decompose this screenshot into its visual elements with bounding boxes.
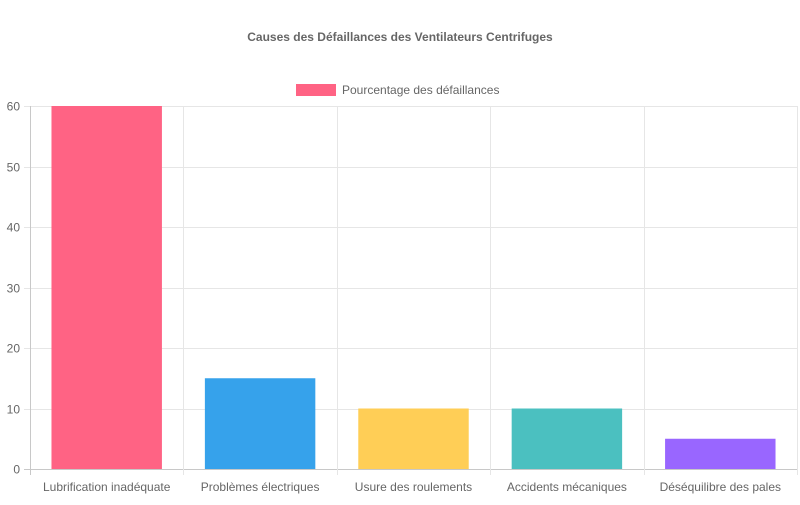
y-tick-label: 50 <box>7 161 21 175</box>
bar[interactable] <box>204 378 316 469</box>
legend-swatch <box>296 84 336 96</box>
y-tick-label: 40 <box>7 221 21 235</box>
bar[interactable] <box>51 106 162 469</box>
chart-title: Causes des Défaillances des Ventilateurs… <box>247 30 553 44</box>
bar[interactable] <box>665 438 776 469</box>
x-tick-label: Usure des roulements <box>355 480 472 494</box>
legend[interactable]: Pourcentage des défaillances <box>296 83 499 97</box>
bars <box>51 106 776 470</box>
y-tick-label: 20 <box>7 342 21 356</box>
y-axis: 0 10 20 30 40 50 60 <box>7 100 21 477</box>
y-tick-label: 60 <box>7 100 21 114</box>
bar[interactable] <box>511 408 623 470</box>
y-tick-label: 10 <box>7 403 21 417</box>
legend-label: Pourcentage des défaillances <box>342 83 499 97</box>
x-tick-label: Problèmes électriques <box>201 480 320 494</box>
y-tick-label: 30 <box>7 282 21 296</box>
bar[interactable] <box>358 408 469 470</box>
x-tick-label: Déséquilibre des pales <box>660 480 781 494</box>
x-tick-label: Accidents mécaniques <box>507 480 627 494</box>
x-axis: Lubrification inadéquate Problèmes électr… <box>43 480 781 494</box>
y-tick-label: 0 <box>13 463 20 477</box>
x-tick-label: Lubrification inadéquate <box>43 480 171 494</box>
